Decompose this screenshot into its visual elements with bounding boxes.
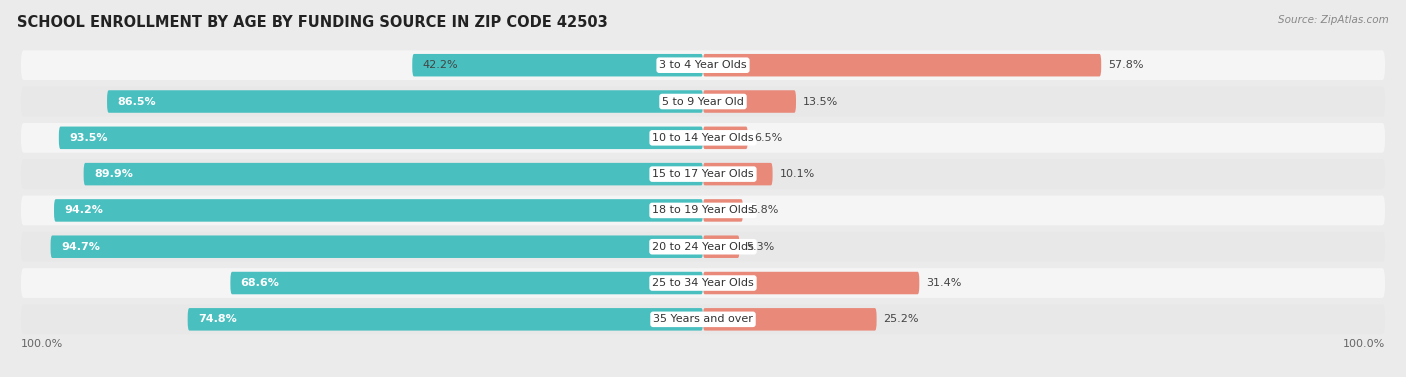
FancyBboxPatch shape [59, 127, 703, 149]
FancyBboxPatch shape [703, 308, 876, 331]
Text: 18 to 19 Year Olds: 18 to 19 Year Olds [652, 205, 754, 215]
Text: 94.2%: 94.2% [65, 205, 103, 215]
Text: 86.5%: 86.5% [117, 97, 156, 107]
FancyBboxPatch shape [187, 308, 703, 331]
Text: 25 to 34 Year Olds: 25 to 34 Year Olds [652, 278, 754, 288]
FancyBboxPatch shape [51, 236, 703, 258]
FancyBboxPatch shape [703, 163, 772, 185]
Text: 25.2%: 25.2% [883, 314, 920, 324]
FancyBboxPatch shape [21, 305, 1385, 334]
FancyBboxPatch shape [53, 199, 703, 222]
Text: 93.5%: 93.5% [69, 133, 108, 143]
Text: 57.8%: 57.8% [1108, 60, 1143, 70]
FancyBboxPatch shape [83, 163, 703, 185]
FancyBboxPatch shape [21, 159, 1385, 189]
Text: 10.1%: 10.1% [779, 169, 814, 179]
FancyBboxPatch shape [703, 199, 742, 222]
Legend: Public School, Private School: Public School, Private School [592, 375, 814, 377]
Text: 6.5%: 6.5% [755, 133, 783, 143]
Text: 35 Years and over: 35 Years and over [652, 314, 754, 324]
Text: 3 to 4 Year Olds: 3 to 4 Year Olds [659, 60, 747, 70]
FancyBboxPatch shape [21, 268, 1385, 298]
FancyBboxPatch shape [21, 87, 1385, 116]
Text: 20 to 24 Year Olds: 20 to 24 Year Olds [652, 242, 754, 252]
Text: SCHOOL ENROLLMENT BY AGE BY FUNDING SOURCE IN ZIP CODE 42503: SCHOOL ENROLLMENT BY AGE BY FUNDING SOUR… [17, 15, 607, 30]
Text: 94.7%: 94.7% [60, 242, 100, 252]
Text: 100.0%: 100.0% [1343, 339, 1385, 349]
FancyBboxPatch shape [703, 127, 748, 149]
Text: 42.2%: 42.2% [423, 60, 458, 70]
Text: 10 to 14 Year Olds: 10 to 14 Year Olds [652, 133, 754, 143]
Text: 13.5%: 13.5% [803, 97, 838, 107]
Text: 68.6%: 68.6% [240, 278, 280, 288]
FancyBboxPatch shape [21, 50, 1385, 80]
FancyBboxPatch shape [21, 123, 1385, 153]
Text: 100.0%: 100.0% [21, 339, 63, 349]
FancyBboxPatch shape [21, 232, 1385, 262]
FancyBboxPatch shape [703, 272, 920, 294]
FancyBboxPatch shape [231, 272, 703, 294]
FancyBboxPatch shape [703, 236, 740, 258]
FancyBboxPatch shape [107, 90, 703, 113]
Text: 74.8%: 74.8% [198, 314, 236, 324]
Text: 5 to 9 Year Old: 5 to 9 Year Old [662, 97, 744, 107]
Text: 5.8%: 5.8% [749, 205, 779, 215]
Text: 5.3%: 5.3% [747, 242, 775, 252]
FancyBboxPatch shape [703, 90, 796, 113]
Text: 31.4%: 31.4% [927, 278, 962, 288]
Text: 15 to 17 Year Olds: 15 to 17 Year Olds [652, 169, 754, 179]
FancyBboxPatch shape [21, 196, 1385, 225]
FancyBboxPatch shape [703, 54, 1101, 77]
Text: Source: ZipAtlas.com: Source: ZipAtlas.com [1278, 15, 1389, 25]
FancyBboxPatch shape [412, 54, 703, 77]
Text: 89.9%: 89.9% [94, 169, 132, 179]
